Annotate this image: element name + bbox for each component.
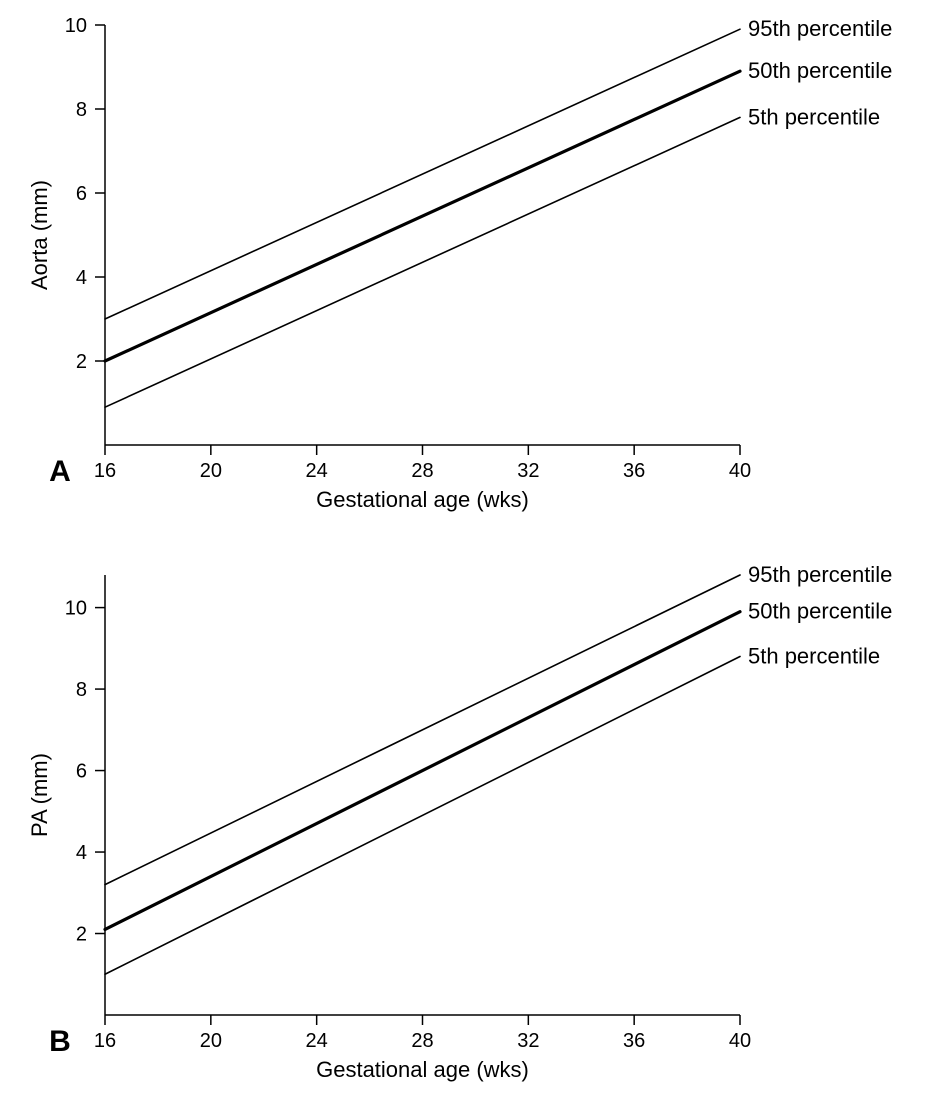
x-tick-label: 36 xyxy=(623,1030,645,1052)
y-tick-label: 4 xyxy=(76,267,87,289)
y-tick-label: 8 xyxy=(76,99,87,121)
x-tick-label: 40 xyxy=(729,460,751,482)
y-tick-label: 2 xyxy=(76,351,87,373)
y-tick-label: 2 xyxy=(76,924,87,946)
series-line-50th-percentile xyxy=(105,71,740,361)
x-tick-label: 20 xyxy=(200,460,222,482)
x-tick-label: 36 xyxy=(623,460,645,482)
x-tick-label: 28 xyxy=(411,1030,433,1052)
panel-letter: B xyxy=(49,1025,71,1058)
series-line-5th-percentile xyxy=(105,117,740,407)
y-tick-label: 4 xyxy=(76,842,87,864)
x-tick-label: 24 xyxy=(306,460,328,482)
x-tick-label: 20 xyxy=(200,1030,222,1052)
x-tick-label: 16 xyxy=(94,460,116,482)
series-line-95th-percentile xyxy=(105,29,740,319)
panel-letter: A xyxy=(49,455,71,488)
percentile-charts: 16202428323640246810Gestational age (wks… xyxy=(0,0,950,1095)
series-line-50th-percentile xyxy=(105,612,740,930)
panel-B: 16202428323640246810Gestational age (wks… xyxy=(27,562,892,1082)
series-label: 95th percentile xyxy=(748,16,892,41)
y-tick-label: 6 xyxy=(76,183,87,205)
series-label: 95th percentile xyxy=(748,562,892,587)
x-tick-label: 28 xyxy=(411,460,433,482)
panel-A: 16202428323640246810Gestational age (wks… xyxy=(27,15,892,512)
x-tick-label: 40 xyxy=(729,1030,751,1052)
y-tick-label: 10 xyxy=(65,15,87,37)
series-line-5th-percentile xyxy=(105,656,740,974)
x-tick-label: 32 xyxy=(517,1030,539,1052)
y-axis-title: PA (mm) xyxy=(27,753,52,837)
figure-container: 16202428323640246810Gestational age (wks… xyxy=(0,0,950,1095)
x-tick-label: 32 xyxy=(517,460,539,482)
series-label: 5th percentile xyxy=(748,643,880,668)
x-axis-title: Gestational age (wks) xyxy=(316,1057,529,1082)
y-tick-label: 6 xyxy=(76,761,87,783)
x-axis-title: Gestational age (wks) xyxy=(316,487,529,512)
x-tick-label: 24 xyxy=(306,1030,328,1052)
y-axis-title: Aorta (mm) xyxy=(27,180,52,290)
y-tick-label: 8 xyxy=(76,679,87,701)
series-label: 50th percentile xyxy=(748,58,892,83)
y-tick-label: 10 xyxy=(65,598,87,620)
x-tick-label: 16 xyxy=(94,1030,116,1052)
series-line-95th-percentile xyxy=(105,575,740,885)
series-label: 5th percentile xyxy=(748,104,880,129)
series-label: 50th percentile xyxy=(748,599,892,624)
